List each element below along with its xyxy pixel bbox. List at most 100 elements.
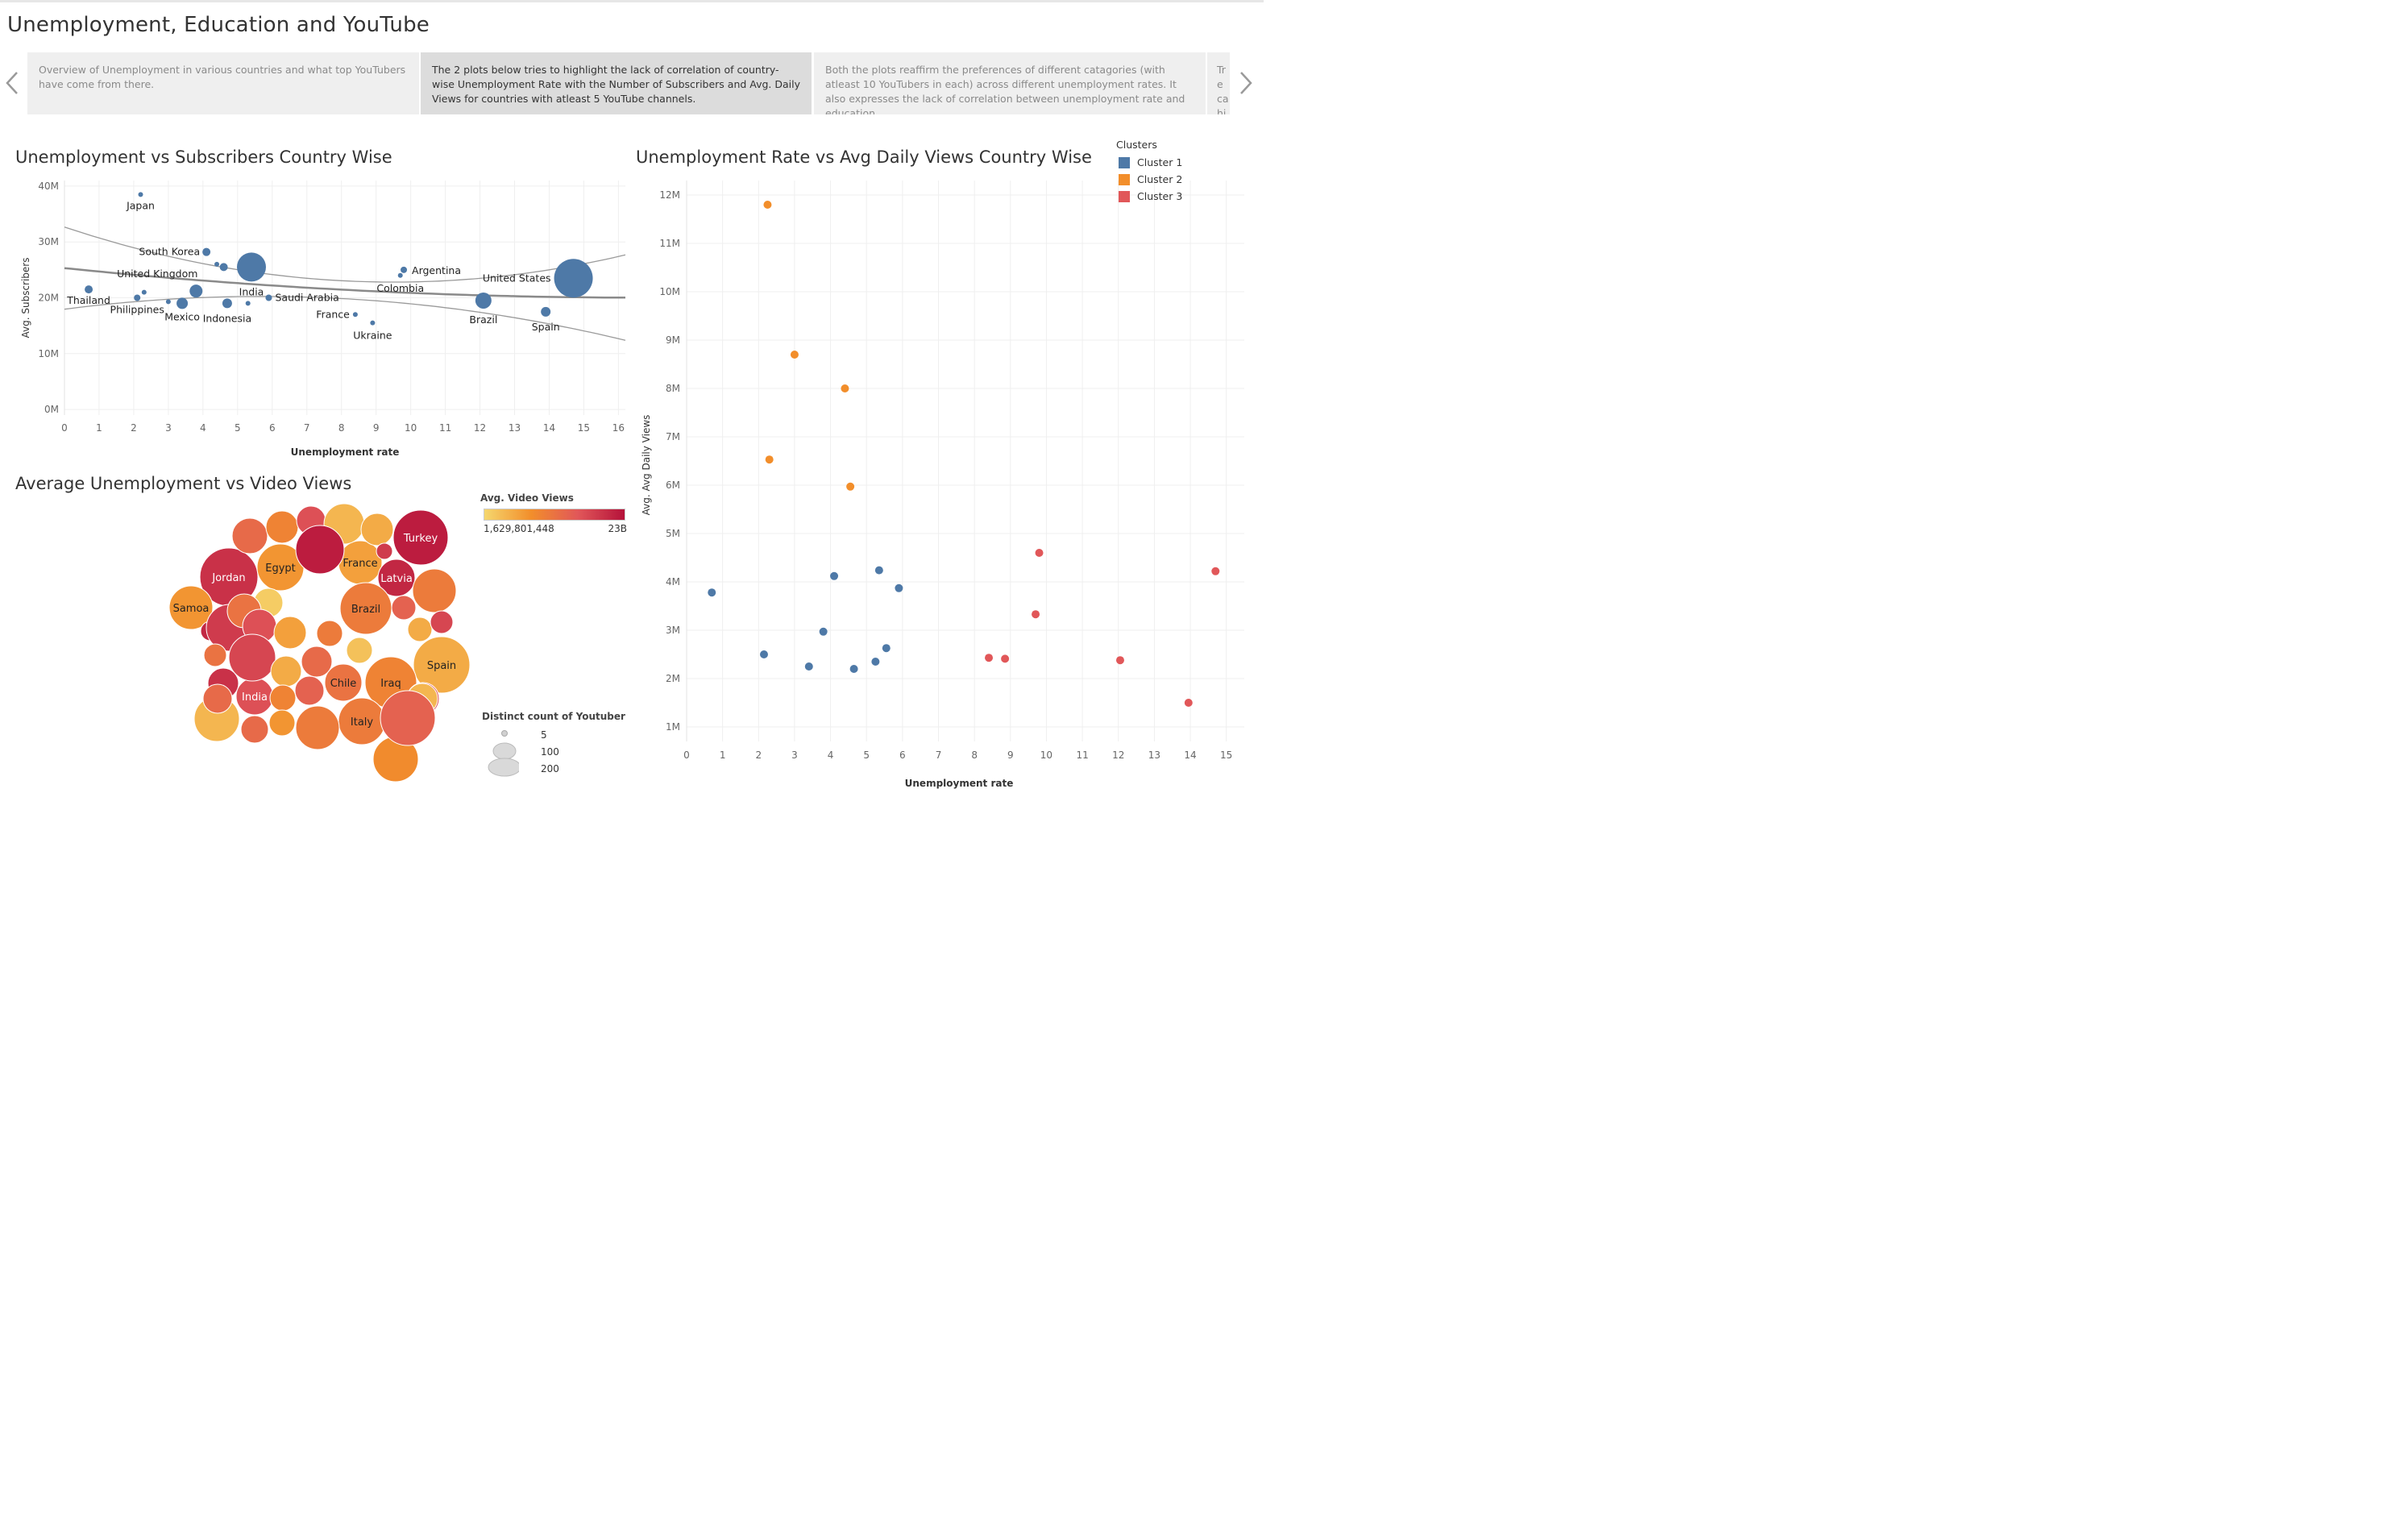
lower-confidence-band: [64, 296, 626, 341]
bubble-label: Iraq: [380, 678, 401, 690]
cluster-legend-item-3[interactable]: Cluster 3: [1116, 188, 1182, 205]
x-tick-label: 5: [863, 749, 870, 761]
country-bubble: [324, 663, 363, 702]
y-tick-label: 5M: [666, 528, 680, 539]
data-point: [352, 312, 358, 318]
story-point-3[interactable]: Both the plots reaffirm the preferences …: [814, 52, 1206, 114]
y-tick-label: 11M: [659, 238, 680, 249]
dashboard-title: Unemployment, Education and YouTube: [7, 13, 430, 37]
y-axis-title: Avg. Avg Daily Views: [641, 415, 652, 516]
country-bubble: [377, 558, 416, 597]
x-tick-label: 10: [405, 422, 417, 434]
x-tick-label: 14: [1184, 749, 1196, 761]
cluster-1-label: Cluster 1: [1137, 156, 1183, 168]
cluster-1-point: [708, 588, 716, 597]
x-tick-label: 11: [1076, 749, 1088, 761]
x-tick-label: 13: [509, 422, 521, 434]
gradient-labels: 1,629,801,448 23B: [484, 523, 627, 534]
point-label: Spain: [532, 321, 560, 333]
x-tick-label: 7: [304, 422, 310, 434]
y-tick-label: 0M: [44, 404, 59, 415]
story-point-4[interactable]: Tre ca hig: [1207, 52, 1230, 114]
x-tick-label: 4: [828, 749, 834, 761]
data-point: [202, 247, 211, 256]
bubble-label: Latvia: [380, 573, 413, 585]
country-bubble: [392, 509, 449, 566]
bubble-label: Italy: [351, 716, 374, 729]
cluster-3-point: [1184, 699, 1193, 707]
data-point: [475, 292, 492, 309]
next-arrow-icon[interactable]: [1239, 71, 1253, 95]
x-tick-label: 0: [61, 422, 68, 434]
point-label: United States: [483, 272, 551, 284]
y-tick-label: 40M: [38, 181, 59, 192]
x-tick-label: 2: [131, 422, 137, 434]
cluster-legend-item-2[interactable]: Cluster 2: [1116, 171, 1182, 188]
color-gradient-bar: [484, 509, 625, 521]
data-point: [214, 261, 220, 267]
cluster-legend: Clusters Cluster 1 Cluster 2 Cluster 3: [1116, 139, 1182, 205]
data-point: [165, 299, 171, 305]
cluster-legend-item-1[interactable]: Cluster 1: [1116, 154, 1182, 171]
cluster-2-swatch: [1119, 173, 1130, 185]
country-bubble: [265, 510, 299, 544]
subscribers-scatter-chart: 0 1 2 3 4 5 6 7 8 9 10 11 12 13 14 15 160M10M20M30M40MUn…: [20, 181, 626, 458]
data-point: [141, 289, 147, 295]
size-legend-value-2: 100: [541, 746, 559, 758]
country-bubble: [407, 617, 433, 642]
data-point: [554, 259, 593, 298]
country-bubble: [295, 705, 340, 750]
x-tick-label: 3: [791, 749, 798, 761]
country-bubble: [360, 513, 394, 546]
cluster-1-point: [849, 665, 858, 673]
x-tick-label: 0: [683, 749, 690, 761]
country-bubble: [228, 633, 276, 682]
gradient-min-label: 1,629,801,448: [484, 523, 554, 534]
cluster-1-point: [830, 571, 839, 580]
cluster-1-point: [895, 583, 903, 592]
data-point: [237, 252, 266, 282]
country-bubble: [268, 709, 296, 737]
country-bubble: [202, 683, 233, 714]
point-label: Japan: [126, 199, 155, 211]
cluster-1-point: [804, 662, 813, 671]
trend-line: [64, 267, 625, 299]
y-tick-label: 10M: [38, 348, 59, 359]
x-tick-label: 8: [338, 422, 345, 434]
y-tick-label: 9M: [666, 334, 680, 346]
video-views-legend: Avg. Video Views 1,629,801,448 23B: [480, 492, 627, 534]
country-bubble: [391, 595, 417, 621]
cluster-3-point: [1032, 610, 1040, 619]
story-point-1[interactable]: Overview of Unemployment in various coun…: [27, 52, 419, 114]
y-tick-label: 3M: [666, 625, 680, 636]
data-point: [222, 298, 232, 309]
country-bubble: [273, 616, 307, 650]
point-label: Argentina: [412, 264, 461, 276]
country-bubble: [412, 568, 457, 613]
y-tick-label: 8M: [666, 383, 680, 394]
x-tick-label: 3: [165, 422, 172, 434]
country-bubble: [346, 637, 373, 664]
data-point: [134, 294, 141, 301]
point-label: France: [316, 308, 350, 320]
cluster-3-point: [1035, 549, 1044, 557]
top-border: [0, 0, 1264, 2]
previous-arrow-icon[interactable]: [5, 71, 19, 95]
y-tick-label: 30M: [38, 236, 59, 247]
daily-views-scatter-chart: 0 1 2 3 4 5 6 7 8 9 10 11 12 13 14 151M2M3M4M5M6M7M8M9M…: [641, 181, 1244, 789]
x-tick-label: 2: [755, 749, 762, 761]
cluster-1-point: [819, 627, 828, 636]
country-bubble: [430, 610, 454, 634]
x-tick-label: 13: [1148, 749, 1160, 761]
chart2-title: Unemployment Rate vs Avg Daily Views Cou…: [636, 147, 1092, 167]
cluster-1-swatch: [1119, 156, 1130, 168]
story-point-2[interactable]: The 2 plots below tries to highlight the…: [421, 52, 812, 114]
point-label: Philippines: [110, 304, 164, 316]
x-tick-label: 6: [269, 422, 276, 434]
point-label: Colombia: [376, 282, 424, 294]
country-bubble: [376, 542, 393, 560]
country-bubble: [168, 585, 214, 630]
cluster-2-point: [846, 482, 855, 491]
cluster-2-label: Cluster 2: [1137, 173, 1183, 185]
